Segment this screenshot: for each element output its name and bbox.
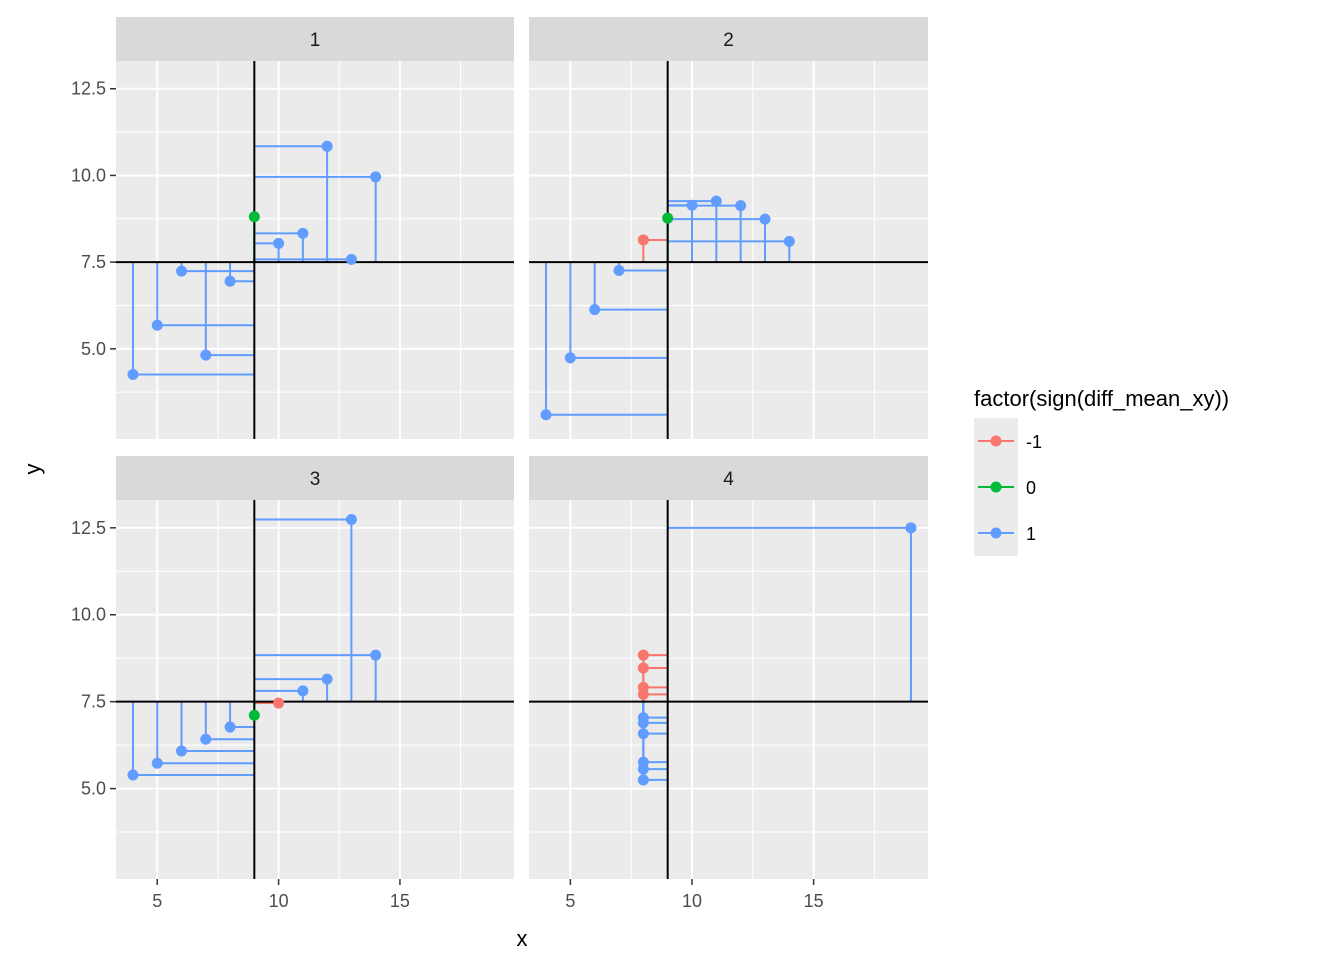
data-point (637, 681, 649, 693)
data-point (151, 319, 163, 331)
y-tick-label: 12.5 (71, 79, 106, 99)
facet-strip (529, 456, 928, 500)
x-tick-label: 15 (804, 891, 824, 911)
y-tick-label: 10.0 (71, 605, 106, 625)
data-point (297, 685, 309, 697)
data-point (637, 717, 649, 729)
data-point (783, 235, 795, 247)
x-tick-label: 5 (152, 891, 162, 911)
data-point (637, 774, 649, 786)
data-point (370, 649, 382, 661)
x-tick-label: 10 (682, 891, 702, 911)
data-point (637, 234, 649, 246)
data-point (589, 304, 601, 316)
legend-key-point (990, 435, 1002, 447)
x-tick-label: 5 (565, 891, 575, 911)
data-point (345, 253, 357, 265)
legend-key-point (990, 527, 1002, 539)
facet-panel-3: 3 5.0 7.5 10.0 12.5 5 10 15 (71, 456, 514, 911)
data-point (273, 237, 285, 249)
panel-background (116, 61, 514, 439)
facet-strip-label: 1 (310, 30, 321, 51)
y-tick-label: 10.0 (71, 165, 106, 185)
y-tick-label: 5.0 (81, 339, 106, 359)
data-point (200, 733, 212, 745)
legend-entry: -1 (974, 418, 1042, 464)
facet-panel-1: 1 5.0 7.5 10.0 12.5 (71, 17, 514, 439)
facet-strip-label: 3 (310, 469, 321, 490)
panel-background (529, 500, 928, 879)
data-point (176, 745, 188, 757)
data-point (151, 757, 163, 769)
y-axis-title: y (20, 464, 45, 475)
data-point (200, 349, 212, 361)
data-point (759, 213, 771, 225)
facet-panel-2: 2 (529, 17, 928, 439)
data-point (662, 212, 674, 224)
legend: factor(sign(diff_mean_xy)) -1 0 1 (974, 386, 1229, 556)
panel-background (116, 500, 514, 879)
legend-entry: 0 (974, 464, 1036, 510)
data-point (637, 649, 649, 661)
facet-strip (116, 456, 514, 500)
y-tick-label: 7.5 (81, 692, 106, 712)
data-point (564, 352, 576, 364)
legend-label: 1 (1026, 524, 1036, 544)
data-point (710, 195, 722, 207)
legend-label: -1 (1026, 432, 1042, 452)
x-tick-label: 10 (269, 891, 289, 911)
data-point (321, 140, 333, 152)
data-point (370, 171, 382, 183)
data-point (637, 728, 649, 740)
data-point (321, 673, 333, 685)
x-axis-title: x (517, 926, 528, 951)
y-tick-label: 7.5 (81, 252, 106, 272)
data-point (224, 721, 236, 733)
y-tick-label: 12.5 (71, 518, 106, 538)
data-point (248, 211, 260, 223)
facet-strip (529, 17, 928, 61)
y-tick-label: 5.0 (81, 779, 106, 799)
data-point (345, 513, 357, 525)
data-point (176, 265, 188, 277)
data-point (686, 199, 698, 211)
panel-background (529, 61, 928, 439)
legend-key-point (990, 481, 1002, 493)
data-point (297, 227, 309, 239)
data-point (735, 200, 747, 212)
data-point (613, 264, 625, 276)
data-point (540, 409, 552, 421)
data-point (273, 697, 285, 709)
data-point (127, 769, 139, 781)
legend-title: factor(sign(diff_mean_xy)) (974, 386, 1229, 411)
data-point (637, 662, 649, 674)
facet-strip (116, 17, 514, 61)
facet-panel-4: 4 5 10 15 (529, 456, 928, 911)
facet-strip-label: 2 (723, 30, 734, 51)
data-point (637, 763, 649, 775)
data-point (127, 368, 139, 380)
x-tick-label: 15 (390, 891, 410, 911)
legend-entry: 1 (974, 510, 1036, 556)
data-point (905, 522, 917, 534)
data-point (224, 275, 236, 287)
data-point (248, 709, 260, 721)
facet-strip-label: 4 (723, 469, 734, 490)
legend-label: 0 (1026, 478, 1036, 498)
